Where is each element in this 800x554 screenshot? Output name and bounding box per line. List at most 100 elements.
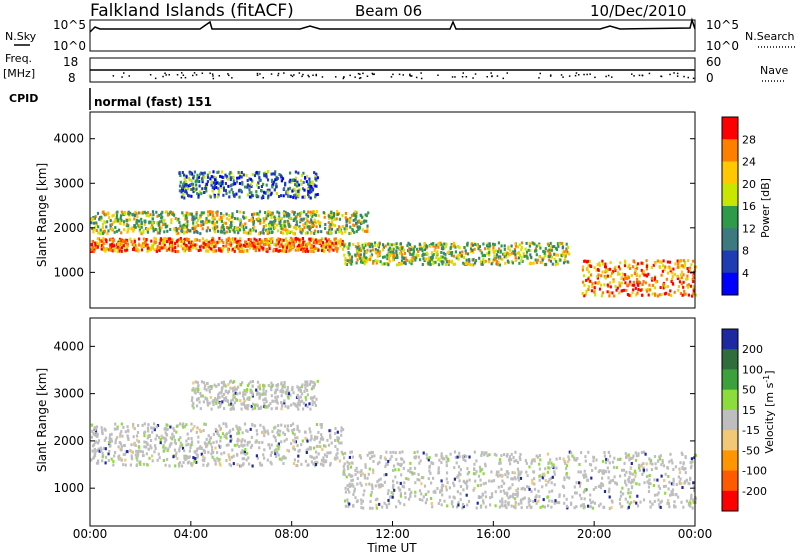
echo-cell <box>223 228 226 232</box>
echo-cell <box>544 263 547 267</box>
echo-cell <box>107 441 111 445</box>
echo-cell <box>561 241 564 245</box>
echo-cell <box>182 173 186 177</box>
echo-cell <box>410 490 413 494</box>
echo-cell <box>225 230 228 234</box>
echo-cell <box>329 461 332 465</box>
echo-cell <box>359 481 362 485</box>
echo-cell <box>679 477 682 481</box>
echo-cell <box>283 220 286 224</box>
echo-cell <box>304 176 307 179</box>
echo-cell <box>296 180 299 184</box>
echo-cell <box>498 461 501 465</box>
echo-cell <box>685 499 689 503</box>
echo-cell <box>425 251 428 255</box>
echo-cell <box>207 219 210 223</box>
echo-cell <box>192 190 195 194</box>
echo-cell <box>659 266 662 270</box>
echo-cell <box>310 184 313 188</box>
echo-cell <box>217 405 220 409</box>
echo-cell <box>233 246 236 250</box>
echo-cell <box>603 490 607 493</box>
echo-cell <box>341 239 344 243</box>
echo-cell <box>328 245 331 249</box>
echo-cell <box>473 468 476 471</box>
echo-cell <box>151 226 154 230</box>
echo-cell <box>284 181 287 185</box>
echo-cell <box>263 392 266 396</box>
echo-cell <box>216 181 219 185</box>
echo-cell <box>363 255 366 259</box>
echo-cell <box>314 172 318 176</box>
echo-cell <box>314 184 317 188</box>
echo-cell <box>159 229 162 232</box>
echo-cell <box>373 454 376 458</box>
echo-cell <box>579 481 582 485</box>
echo-cell <box>193 390 196 394</box>
echo-cell <box>493 452 496 456</box>
echo-cell <box>676 277 679 280</box>
echo-cell <box>319 462 323 466</box>
echo-cell <box>294 193 297 197</box>
echo-cell <box>587 288 590 292</box>
echo-cell <box>340 441 343 445</box>
echo-cell <box>215 429 218 433</box>
echo-cell <box>270 178 274 182</box>
echo-cell <box>492 248 495 252</box>
echo-cell <box>179 224 182 228</box>
echo-cell <box>295 227 298 231</box>
echo-cell <box>525 254 528 258</box>
echo-cell <box>398 463 401 466</box>
echo-cell <box>192 406 195 410</box>
echo-cell <box>94 241 97 245</box>
echo-cell <box>164 446 167 450</box>
echo-cell <box>285 230 288 234</box>
echo-cell <box>334 237 337 241</box>
echo-cell <box>185 183 188 186</box>
echo-cell <box>323 249 326 253</box>
echo-cell <box>499 250 502 254</box>
echo-cell <box>320 238 323 242</box>
echo-cell <box>209 212 212 216</box>
echo-cell <box>248 462 251 466</box>
echo-cell <box>135 246 138 250</box>
echo-cell <box>681 466 684 470</box>
echo-cell <box>283 401 286 405</box>
echo-cell <box>580 497 583 501</box>
echo-cell <box>633 470 636 474</box>
echo-cell <box>488 245 491 249</box>
echo-cell <box>270 212 273 216</box>
echo-cell <box>136 215 139 219</box>
echo-cell <box>630 481 633 485</box>
echo-cell <box>623 264 627 268</box>
echo-cell <box>270 394 273 398</box>
echo-cell <box>549 246 552 250</box>
echo-cell <box>197 175 201 179</box>
echo-cell <box>341 247 345 251</box>
echo-cell <box>344 451 347 455</box>
echo-cell <box>199 248 202 252</box>
echo-cell <box>619 474 622 478</box>
echo-cell <box>505 506 508 510</box>
echo-cell <box>209 384 212 388</box>
nave-dot <box>195 74 198 76</box>
echo-cell <box>472 472 476 476</box>
echo-cell <box>104 436 108 440</box>
nave-dot <box>209 72 211 74</box>
echo-cell <box>270 381 273 385</box>
echo-cell <box>440 251 443 254</box>
echo-cell <box>687 283 690 287</box>
echo-cell <box>404 256 407 260</box>
echo-cell <box>266 214 269 218</box>
echo-cell <box>533 477 536 481</box>
echo-cell <box>241 381 244 385</box>
echo-cell <box>278 238 281 242</box>
echo-cell <box>427 477 430 481</box>
echo-cell <box>237 231 240 235</box>
echo-cell <box>669 452 672 456</box>
echo-cell <box>113 454 116 458</box>
echo-cell <box>236 210 239 214</box>
echo-cell <box>461 250 464 254</box>
echo-cell <box>692 498 695 502</box>
echo-cell <box>278 215 281 219</box>
